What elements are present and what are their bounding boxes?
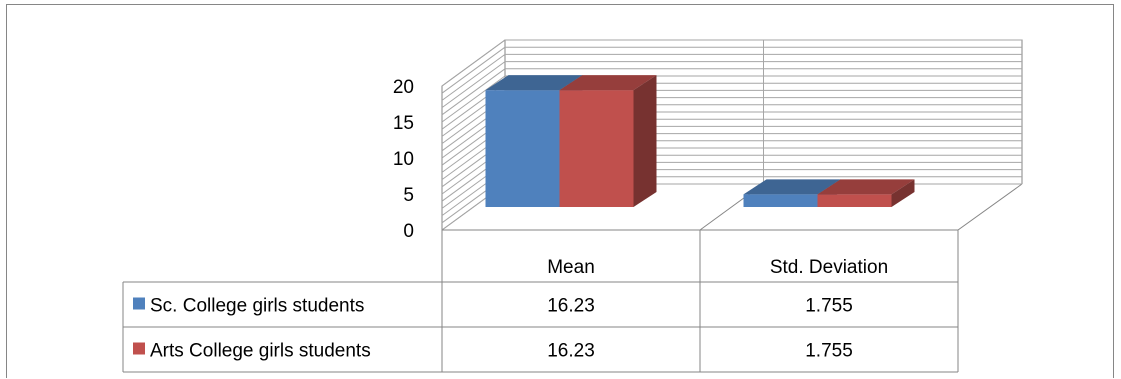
table-value: 1.755 bbox=[805, 296, 853, 317]
category-label: Std. Deviation bbox=[770, 257, 888, 278]
bar-front bbox=[485, 90, 560, 207]
legend-label: Arts College girls students bbox=[150, 341, 371, 362]
bar-side bbox=[891, 179, 915, 207]
bar bbox=[559, 75, 657, 207]
y-tick-label: 20 bbox=[393, 77, 414, 98]
bar-front bbox=[559, 90, 634, 207]
category-label: Mean bbox=[547, 257, 595, 278]
legend-swatch bbox=[133, 297, 145, 310]
y-tick-label: 10 bbox=[393, 149, 414, 170]
y-tick-label: 0 bbox=[403, 221, 414, 242]
bars bbox=[485, 75, 915, 207]
bar-side bbox=[633, 75, 657, 207]
gridline-side bbox=[441, 46, 506, 94]
table-value: 16.23 bbox=[547, 341, 595, 362]
gridline-side bbox=[441, 75, 506, 123]
bar bbox=[817, 179, 915, 207]
legend-swatch bbox=[133, 342, 145, 355]
gridline-side bbox=[441, 68, 506, 116]
gridline-side bbox=[441, 53, 506, 101]
bar-top bbox=[817, 179, 915, 195]
bar-top bbox=[485, 75, 583, 91]
y-axis-ticks: 0 5 10 15 20 bbox=[393, 77, 414, 242]
bar-front bbox=[743, 194, 818, 207]
bar-front bbox=[817, 194, 892, 207]
bar-top bbox=[743, 179, 841, 195]
y-tick-label: 5 bbox=[403, 185, 414, 206]
table-value: 1.755 bbox=[805, 341, 853, 362]
legend-label: Sc. College girls students bbox=[150, 296, 364, 317]
gridline-side bbox=[441, 61, 506, 109]
table-value: 16.23 bbox=[547, 296, 595, 317]
gridlines bbox=[441, 39, 1022, 231]
bar-top bbox=[559, 75, 657, 91]
chart-frame bbox=[6, 4, 1114, 378]
y-tick-label: 15 bbox=[393, 113, 414, 134]
gridline-side bbox=[441, 39, 506, 87]
data-table: Mean Std. Deviation Sc. College girls stud… bbox=[122, 229, 959, 373]
